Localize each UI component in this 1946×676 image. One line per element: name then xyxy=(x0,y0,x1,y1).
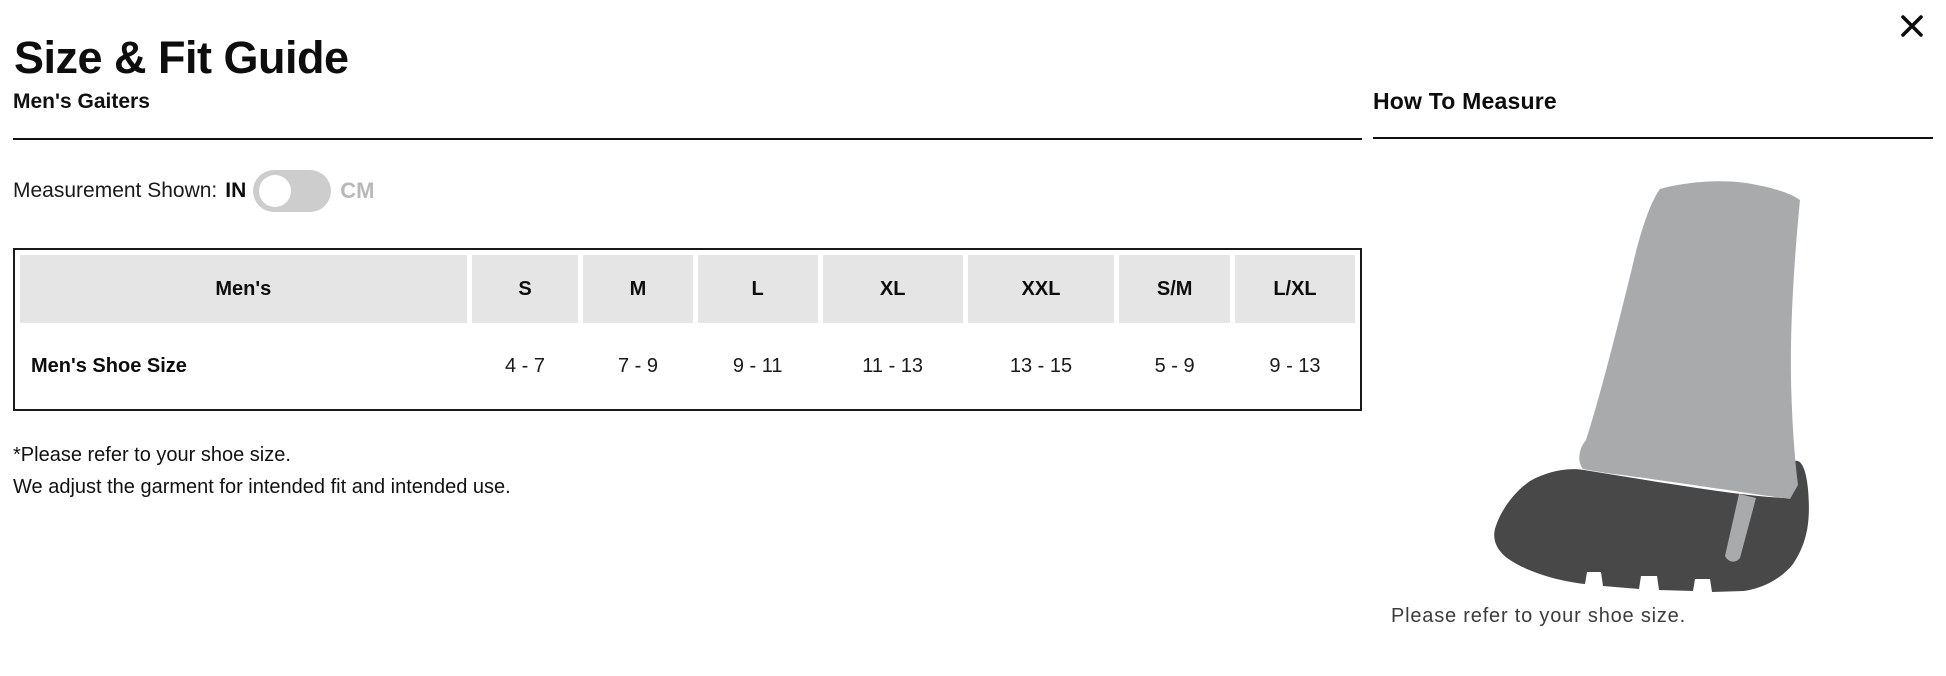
footnote-line: We adjust the garment for intended fit a… xyxy=(13,476,511,498)
column-header: XL xyxy=(822,255,963,323)
how-to-measure-panel: How To Measure Please refer to your shoe… xyxy=(1373,72,1933,628)
gaiter-shape xyxy=(1579,181,1800,499)
size-value: 11 - 13 xyxy=(862,354,924,377)
column-header: L xyxy=(697,255,818,323)
size-value: 4 - 7 xyxy=(504,354,546,377)
column-header: L/XL xyxy=(1234,255,1355,323)
close-icon xyxy=(1901,15,1923,37)
size-guide-panel: Men's Gaiters Measurement Shown: IN CM M… xyxy=(13,72,1362,503)
strap-shape xyxy=(1725,494,1756,562)
column-header: S/M xyxy=(1119,255,1230,323)
column-header: Men's xyxy=(20,255,467,323)
column-header: S xyxy=(471,255,579,323)
size-value: 7 - 9 xyxy=(617,354,658,377)
size-value: 13 - 15 xyxy=(1009,354,1073,377)
column-header: M xyxy=(583,255,693,323)
how-to-measure-heading: How To Measure xyxy=(1373,88,1557,114)
gaiter-boot-illustration xyxy=(1494,181,1809,592)
footnotes: *Please refer to your shoe size. We adju… xyxy=(13,439,1362,503)
size-chart-table: Men's S M L XL XXL S/M L/XL Men's Shoe S… xyxy=(13,248,1362,411)
unit-in-label: IN xyxy=(225,179,247,202)
illustration-caption: Please refer to your shoe size. xyxy=(1391,605,1686,627)
subtitle-divider xyxy=(13,138,1362,140)
unit-toggle[interactable] xyxy=(253,170,332,212)
size-value: 5 - 9 xyxy=(1154,354,1195,377)
measurement-row: Measurement Shown: IN CM xyxy=(13,170,1362,212)
toggle-knob-icon xyxy=(259,175,292,207)
page-title: Size & Fit Guide xyxy=(14,32,349,84)
footnote-line: *Please refer to your shoe size. xyxy=(13,444,291,466)
close-button[interactable] xyxy=(1894,8,1930,44)
column-header: XXL xyxy=(967,255,1115,323)
table-row: Men's Shoe Size 4 - 7 7 - 9 9 - 11 11 - … xyxy=(20,328,1355,404)
measurement-label: Measurement Shown: xyxy=(13,179,218,202)
unit-cm-label: CM xyxy=(340,178,375,203)
product-subtitle: Men's Gaiters xyxy=(13,90,150,113)
heading-divider xyxy=(1373,137,1933,139)
row-label: Men's Shoe Size xyxy=(31,354,187,377)
table-header-row: Men's S M L XL XXL S/M L/XL xyxy=(20,255,1355,323)
size-value: 9 - 13 xyxy=(1269,354,1321,377)
size-value: 9 - 11 xyxy=(732,354,783,377)
